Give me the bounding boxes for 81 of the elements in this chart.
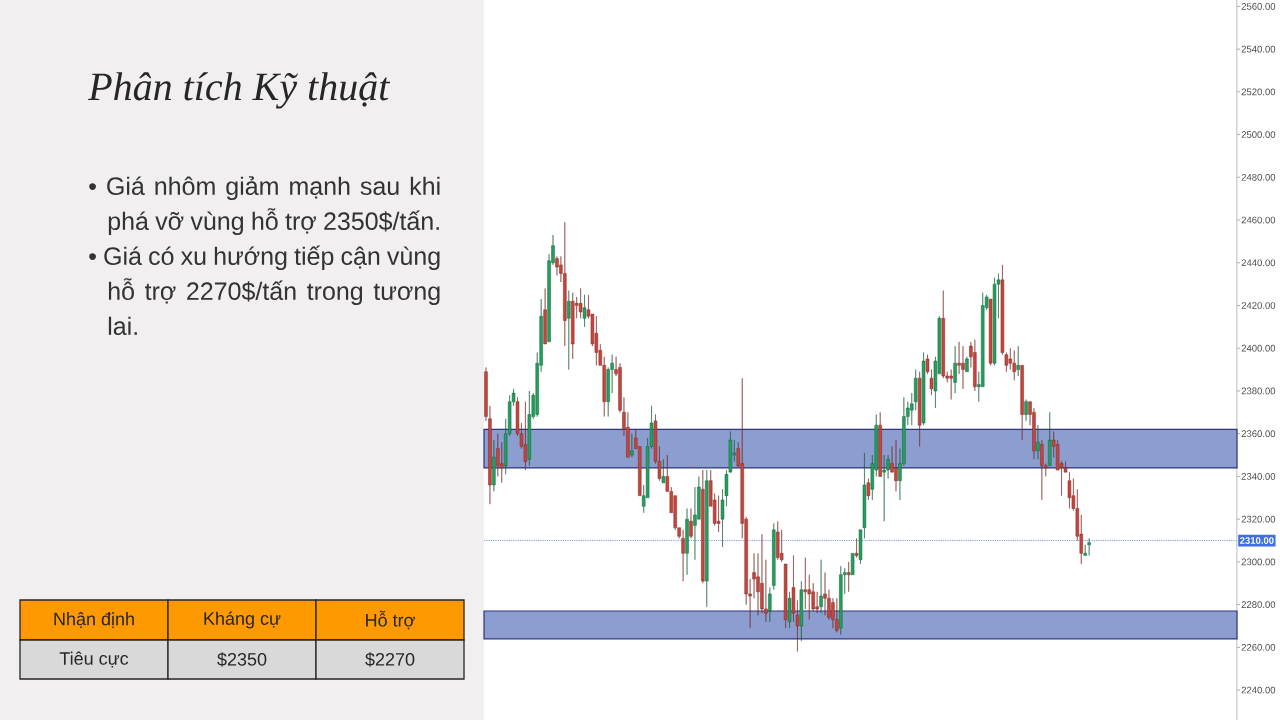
text: Tiêu cực: [59, 651, 129, 668]
candlestick: [571, 292, 575, 360]
candlestick: [776, 521, 780, 560]
candlestick: [563, 221, 567, 347]
candlestick: [1048, 412, 1052, 466]
text: Nhận định: [54, 612, 134, 628]
candlestick: [783, 563, 788, 629]
candlestick: [1087, 538, 1091, 556]
candlestick: [823, 572, 827, 616]
y-tick-label: 2380.00: [1241, 387, 1276, 395]
y-tick-label: 2500.00: [1241, 131, 1276, 138]
candlestick: [661, 459, 666, 484]
text: Phân tích Kỹ thuật: [87, 72, 391, 109]
candlestick: [835, 597, 839, 633]
y-tick-label: 2320.00: [1241, 515, 1276, 523]
y-tick-label: 2420.00: [1241, 302, 1276, 309]
candlestick: [953, 345, 957, 394]
candlestick: [992, 277, 997, 366]
y-tick-label: 2240.00: [1241, 686, 1276, 694]
y-tick-label: 2480.00: [1241, 173, 1276, 181]
candlestick: [1024, 399, 1028, 422]
candlestick: [582, 294, 587, 328]
candlestick: [894, 439, 898, 492]
text: Hỗ trợ: [366, 610, 415, 630]
candlestick: [705, 469, 709, 607]
candlestick: [846, 561, 851, 593]
candlestick: [685, 508, 689, 575]
candlestick: [941, 290, 945, 379]
candlestick: [716, 495, 721, 533]
y-tick-label: 2280.00: [1241, 601, 1276, 608]
candlestick: [973, 339, 977, 392]
text: • Giá có xu hướng tiếp cận vùng hỗ trợ 2270$/tấn trong tương lai.: [89, 245, 440, 336]
candlestick: [630, 433, 634, 458]
candlestick: [799, 580, 804, 642]
ref-line-label: 2310.00: [1240, 537, 1274, 544]
candlestick: [523, 401, 528, 471]
candlestick: [567, 290, 571, 370]
candlestick: [839, 565, 843, 635]
y-tick-label: 2360.00: [1241, 430, 1276, 438]
text: $2350: [217, 652, 267, 667]
candlestick: [949, 369, 953, 400]
candlestick: [578, 288, 583, 319]
candlestick: [850, 553, 855, 575]
y-tick-label: 2300.00: [1241, 558, 1276, 566]
candlestick: [594, 315, 599, 366]
text: • Giá nhôm giảm mạnh sau khi phá vỡ vùng hỗ trợ 2350$/tấn.: [89, 176, 440, 236]
y-tick-label: 2520.00: [1241, 88, 1276, 96]
candlestick: [878, 412, 882, 477]
candlestick: [1067, 471, 1072, 509]
candlestick: [1036, 424, 1040, 460]
candlestick: [1016, 345, 1020, 377]
candlestick: [527, 390, 532, 466]
y-tick-label: 2260.00: [1241, 643, 1276, 651]
candlestick: [701, 469, 705, 584]
candlestick: [988, 298, 993, 366]
candlestick: [965, 356, 969, 372]
candlestick: [854, 538, 859, 558]
candlestick: [772, 523, 776, 590]
candlestick: [1020, 365, 1024, 441]
candlestick: [768, 587, 772, 622]
y-tick-label: 2440.00: [1241, 259, 1276, 267]
candlestick: [681, 529, 685, 582]
y-tick-label: 2340.00: [1241, 473, 1276, 480]
candlestick: [882, 454, 886, 522]
y-tick-label: 2460.00: [1241, 216, 1276, 224]
candlestick: [961, 345, 965, 390]
y-tick-label: 2400.00: [1241, 344, 1276, 352]
candlestick: [492, 439, 496, 492]
y-tick-label: 2560.00: [1241, 3, 1276, 10]
candlestick: [1040, 439, 1044, 501]
candlestick: [1012, 350, 1016, 381]
candlestick: [689, 508, 693, 539]
y-tick-label: 2540.00: [1241, 45, 1276, 53]
candlestick: [787, 591, 792, 629]
candlestick: [921, 352, 926, 426]
candlestick: [819, 559, 823, 614]
text: $2270: [365, 652, 415, 667]
candlestick: [866, 478, 871, 501]
text: Kháng cự: [204, 611, 281, 629]
candlestick: [543, 288, 547, 345]
candlestick: [917, 371, 922, 447]
